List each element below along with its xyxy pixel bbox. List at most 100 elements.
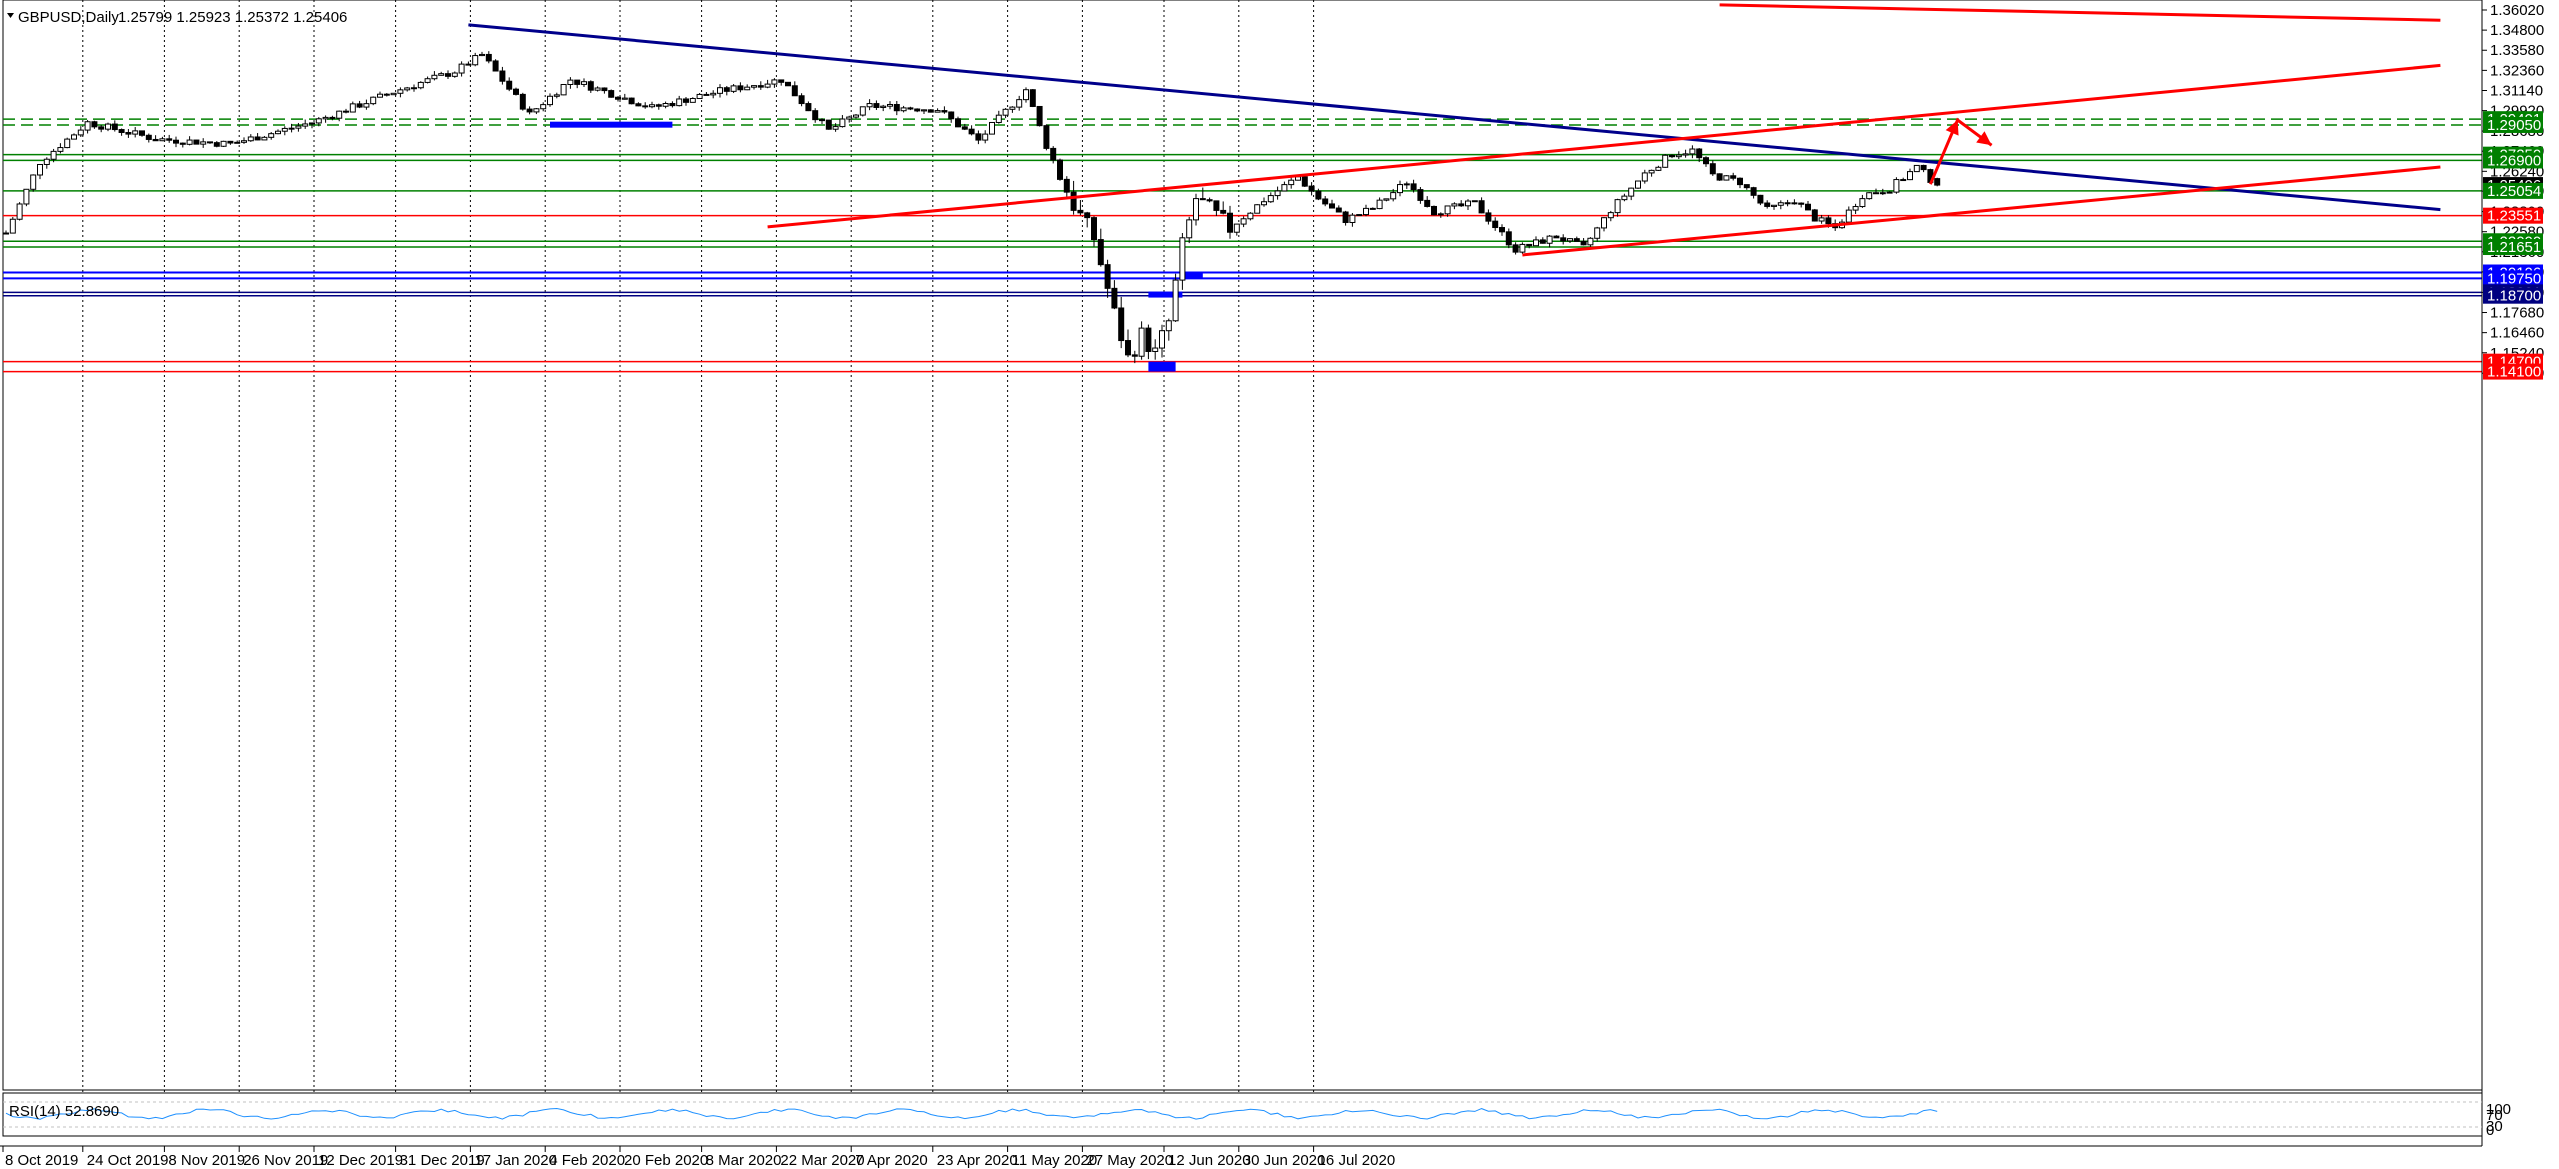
candle-body xyxy=(608,90,615,98)
candle-body xyxy=(111,123,118,131)
candle-body xyxy=(1329,203,1335,209)
candle-body xyxy=(84,121,91,131)
candle-body xyxy=(43,158,50,165)
candle-body xyxy=(1369,207,1376,210)
x-tick-label: 8 Nov 2019 xyxy=(168,1152,245,1169)
vertical-gridlines xyxy=(82,0,1315,1136)
candle-body xyxy=(397,89,404,94)
candle-body xyxy=(1703,157,1709,165)
candle-body xyxy=(1845,209,1852,223)
candle-body xyxy=(1009,106,1016,110)
candle-body xyxy=(567,79,574,85)
candle-body xyxy=(540,104,547,110)
candle-body xyxy=(485,53,492,62)
candle-body xyxy=(1621,195,1628,201)
candle-body xyxy=(1750,187,1757,196)
candle-body xyxy=(1662,154,1669,168)
candle-body xyxy=(57,147,64,152)
projection-arrows xyxy=(1929,117,1993,185)
candle-body xyxy=(989,121,995,135)
candle-body xyxy=(1233,223,1240,233)
candle-body xyxy=(635,103,642,107)
candle-body xyxy=(1771,204,1777,207)
price-tag-label: 1.18700 xyxy=(2487,288,2541,305)
price-tag xyxy=(2483,182,2543,199)
candle-body xyxy=(825,119,832,130)
candle-body xyxy=(812,110,819,121)
candle-body xyxy=(1499,227,1505,233)
candle-body xyxy=(220,140,227,147)
candle-body xyxy=(179,142,186,145)
candle-body xyxy=(254,136,261,141)
candle-body xyxy=(370,96,377,105)
candle-body xyxy=(1879,192,1886,195)
rsi-panel[interactable]: RSI(14) 52.8690 100 70 30 0 xyxy=(2,1092,2511,1139)
candle-body xyxy=(1063,178,1070,193)
candle-body xyxy=(1635,180,1641,189)
candle-body xyxy=(445,73,451,77)
candle-body xyxy=(1648,169,1655,174)
candle-body xyxy=(1240,218,1247,225)
candle-body xyxy=(1193,198,1199,221)
candle-body xyxy=(1444,205,1451,215)
candle-body xyxy=(1247,212,1254,220)
candle-body xyxy=(1383,198,1390,201)
candle-body xyxy=(560,83,567,96)
candle-body xyxy=(145,134,152,140)
candle-body xyxy=(404,87,411,91)
candle-body xyxy=(411,87,417,90)
candle-body xyxy=(1567,238,1573,242)
candle-body xyxy=(118,129,125,133)
candle-body xyxy=(1893,179,1900,193)
candle-body xyxy=(1016,99,1023,108)
candle-body xyxy=(1363,207,1369,216)
candle-body xyxy=(683,98,689,103)
price-panel[interactable] xyxy=(2,0,2483,1136)
candle-body xyxy=(662,102,669,107)
candle-body xyxy=(390,92,397,96)
candle-body xyxy=(873,103,880,108)
candle-body xyxy=(1696,148,1703,159)
candle-body xyxy=(1669,154,1675,158)
candle-body xyxy=(1512,244,1519,253)
price-tag-label: 1.25054 xyxy=(2487,183,2541,200)
candle-body xyxy=(1165,320,1172,332)
candle-body xyxy=(1091,217,1097,241)
candle-body xyxy=(309,122,315,125)
candle-body xyxy=(91,121,98,128)
candle-body xyxy=(241,140,247,143)
candle-body xyxy=(1818,217,1825,222)
candle-body xyxy=(1492,220,1499,229)
candle-body xyxy=(356,103,363,108)
candle-body xyxy=(1655,166,1662,171)
candle-body xyxy=(1587,237,1594,246)
candle-body xyxy=(492,60,499,72)
candle-body xyxy=(1743,184,1750,189)
candle-body xyxy=(785,81,791,87)
y-tick-label: 1.33580 xyxy=(2490,42,2544,59)
candle-body xyxy=(1859,198,1866,208)
candle-body xyxy=(819,119,825,122)
candle-body xyxy=(1825,217,1832,225)
candle-body xyxy=(1682,153,1689,156)
candle-body xyxy=(1104,264,1111,289)
candle-body xyxy=(1573,238,1580,242)
collapse-arrow-icon[interactable] xyxy=(7,13,14,18)
candle-body xyxy=(1410,183,1417,191)
candle-body xyxy=(723,87,730,92)
candle-body xyxy=(744,86,751,91)
candle-body xyxy=(846,116,853,120)
candle-body xyxy=(968,128,975,135)
ohlc-readout: 1.25799 1.25923 1.25372 1.25406 xyxy=(118,9,347,26)
price-axis: 1.360201.348001.335801.323601.311401.299… xyxy=(2481,0,2544,1146)
x-tick-label: 26 Nov 2019 xyxy=(243,1152,328,1169)
rsi-level-label-30: 30 xyxy=(2486,1118,2503,1135)
candle-body xyxy=(1186,219,1193,239)
price-tag xyxy=(2483,363,2543,380)
rsi-line xyxy=(5,1107,1938,1120)
candle-body xyxy=(995,114,1002,123)
candle-body xyxy=(1152,347,1159,352)
candle-body xyxy=(737,85,744,91)
candle-body xyxy=(1737,177,1743,186)
candle-body xyxy=(1519,243,1526,253)
